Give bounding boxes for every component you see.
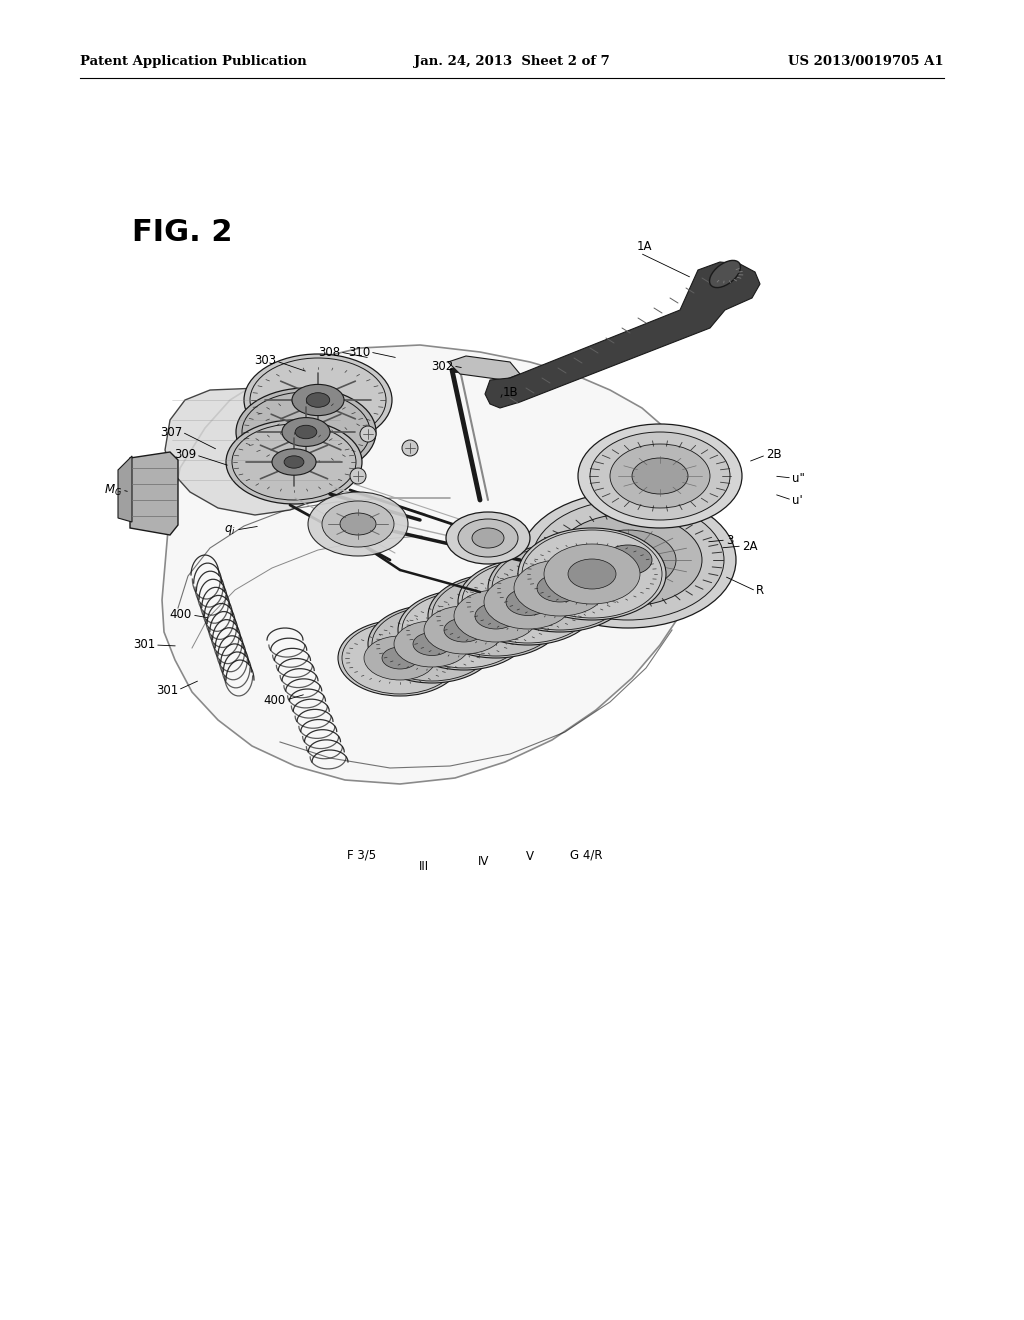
Ellipse shape	[506, 589, 550, 615]
Ellipse shape	[272, 449, 316, 475]
Ellipse shape	[398, 590, 530, 671]
Ellipse shape	[308, 492, 408, 556]
Ellipse shape	[632, 458, 688, 494]
Text: 308: 308	[317, 346, 340, 359]
Ellipse shape	[472, 528, 504, 548]
Polygon shape	[165, 388, 345, 515]
Text: 302: 302	[431, 359, 453, 372]
Ellipse shape	[590, 432, 730, 520]
Circle shape	[402, 440, 418, 455]
Text: Patent Application Publication: Patent Application Publication	[80, 55, 307, 69]
Ellipse shape	[242, 392, 370, 473]
Ellipse shape	[475, 603, 517, 630]
Text: 307: 307	[160, 425, 182, 438]
Polygon shape	[485, 261, 760, 408]
Ellipse shape	[522, 531, 662, 618]
Ellipse shape	[226, 420, 362, 504]
Polygon shape	[449, 356, 520, 380]
Ellipse shape	[532, 500, 724, 620]
Polygon shape	[130, 451, 178, 535]
Ellipse shape	[232, 424, 356, 500]
Ellipse shape	[402, 591, 526, 668]
Circle shape	[360, 426, 376, 442]
Text: $M_G$: $M_G$	[103, 482, 122, 498]
Ellipse shape	[284, 455, 304, 469]
Text: IV: IV	[478, 855, 489, 869]
Text: F 3/5: F 3/5	[347, 847, 377, 861]
Ellipse shape	[458, 558, 598, 645]
Ellipse shape	[578, 424, 742, 528]
Ellipse shape	[428, 574, 564, 657]
Text: 309: 309	[174, 449, 196, 462]
Ellipse shape	[306, 393, 330, 408]
Text: III: III	[419, 861, 429, 873]
Ellipse shape	[454, 590, 538, 642]
Text: u': u'	[792, 494, 803, 507]
Ellipse shape	[322, 502, 394, 546]
Text: $q_i$: $q_i$	[224, 523, 236, 537]
Text: V: V	[526, 850, 534, 863]
Ellipse shape	[368, 605, 496, 682]
Ellipse shape	[568, 558, 616, 589]
Ellipse shape	[710, 260, 740, 288]
Ellipse shape	[394, 620, 470, 667]
Ellipse shape	[610, 444, 710, 508]
Text: 2B: 2B	[766, 449, 781, 462]
Ellipse shape	[446, 512, 530, 564]
Text: 301: 301	[156, 684, 178, 697]
Ellipse shape	[413, 632, 451, 656]
Ellipse shape	[342, 622, 458, 694]
Ellipse shape	[604, 545, 652, 576]
Ellipse shape	[520, 492, 736, 628]
Ellipse shape	[244, 354, 392, 446]
Ellipse shape	[514, 560, 606, 616]
Ellipse shape	[484, 576, 572, 630]
Ellipse shape	[488, 544, 632, 632]
Ellipse shape	[537, 574, 583, 602]
Text: US 2013/0019705 A1: US 2013/0019705 A1	[788, 55, 944, 69]
Ellipse shape	[444, 618, 484, 642]
Text: G 4/R: G 4/R	[569, 847, 602, 861]
Text: 3: 3	[726, 533, 733, 546]
Ellipse shape	[292, 384, 344, 416]
Polygon shape	[118, 455, 132, 521]
Ellipse shape	[282, 417, 330, 446]
Ellipse shape	[580, 531, 676, 590]
Text: Jan. 24, 2013  Sheet 2 of 7: Jan. 24, 2013 Sheet 2 of 7	[414, 55, 610, 69]
Ellipse shape	[462, 561, 594, 643]
Text: 1A: 1A	[637, 240, 652, 253]
Polygon shape	[162, 345, 706, 784]
Ellipse shape	[492, 546, 628, 630]
Text: 303: 303	[254, 355, 276, 367]
Ellipse shape	[382, 647, 418, 669]
Text: 1B: 1B	[503, 385, 518, 399]
Ellipse shape	[518, 528, 666, 620]
Text: 2A: 2A	[742, 540, 758, 553]
Ellipse shape	[236, 388, 376, 477]
Text: u": u"	[792, 471, 805, 484]
Text: 301: 301	[133, 639, 155, 652]
Ellipse shape	[340, 513, 376, 535]
Ellipse shape	[458, 519, 518, 557]
Text: 400: 400	[170, 609, 193, 622]
Circle shape	[350, 469, 366, 484]
Ellipse shape	[250, 358, 386, 442]
Ellipse shape	[424, 606, 504, 653]
Ellipse shape	[372, 607, 492, 681]
Text: R: R	[756, 585, 764, 598]
Ellipse shape	[432, 576, 560, 656]
Ellipse shape	[544, 544, 640, 605]
Ellipse shape	[364, 636, 436, 680]
Ellipse shape	[295, 425, 316, 438]
Text: 400: 400	[264, 693, 286, 706]
Ellipse shape	[338, 620, 462, 696]
Ellipse shape	[554, 513, 702, 606]
Text: FIG. 2: FIG. 2	[132, 218, 232, 247]
Text: 310: 310	[348, 346, 370, 359]
